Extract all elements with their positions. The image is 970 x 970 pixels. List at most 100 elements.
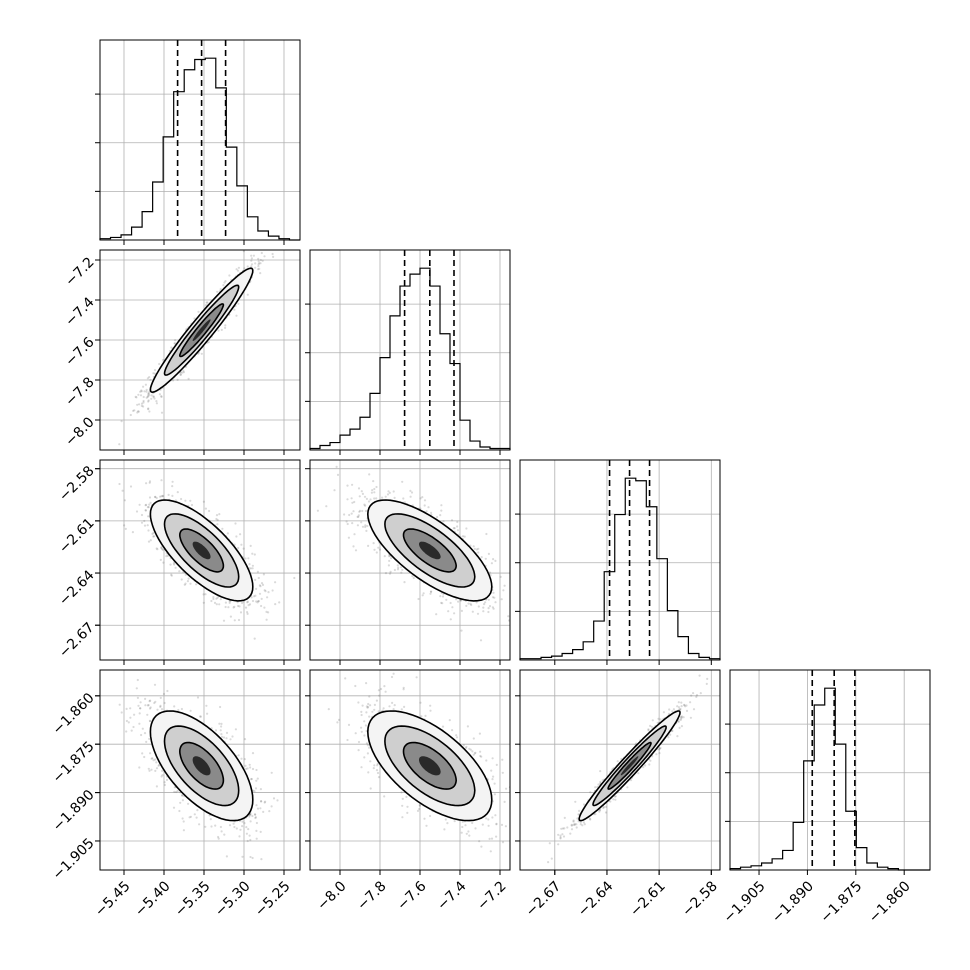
scatter-point bbox=[253, 813, 257, 816]
scatter-point bbox=[218, 722, 221, 725]
scatter-point bbox=[254, 816, 257, 819]
scatter-panel bbox=[95, 228, 301, 455]
scatter-point bbox=[239, 533, 242, 536]
scatter-point bbox=[235, 314, 238, 317]
scatter-point bbox=[257, 263, 260, 266]
scatter-point bbox=[253, 637, 256, 640]
scatter-point bbox=[492, 558, 495, 561]
scatter-panel bbox=[305, 459, 511, 665]
scatter-point bbox=[469, 602, 472, 606]
scatter-point bbox=[429, 592, 432, 595]
scatter-point bbox=[144, 504, 147, 507]
histogram bbox=[729, 687, 930, 871]
scatter-point bbox=[250, 254, 253, 257]
scatter-point bbox=[228, 601, 231, 605]
scatter-point bbox=[148, 481, 151, 484]
scatter-point bbox=[243, 738, 247, 741]
scatter-point bbox=[336, 473, 340, 476]
scatter-point bbox=[132, 725, 135, 729]
scatter-point bbox=[172, 562, 175, 565]
scatter-point bbox=[246, 601, 249, 604]
scatter-point bbox=[388, 491, 391, 494]
scatter-point bbox=[257, 257, 260, 260]
scatter-point bbox=[137, 410, 140, 413]
scatter-point bbox=[365, 497, 368, 500]
histogram-panel bbox=[305, 249, 511, 455]
scatter-point bbox=[202, 500, 205, 503]
scatter-point bbox=[357, 515, 360, 519]
scatter-point bbox=[439, 514, 442, 517]
scatter-point bbox=[234, 728, 237, 731]
scatter-point bbox=[135, 687, 138, 690]
scatter-point bbox=[145, 396, 148, 399]
scatter-point bbox=[136, 411, 139, 414]
scatter-point bbox=[388, 572, 392, 575]
scatter-point bbox=[250, 263, 254, 266]
histogram-panel bbox=[515, 459, 721, 665]
scatter-point bbox=[184, 582, 187, 585]
scatter-point bbox=[452, 527, 455, 530]
scatter-point bbox=[243, 267, 246, 270]
scatter-point bbox=[146, 395, 149, 398]
scatter-point bbox=[222, 284, 225, 287]
axes-frame bbox=[519, 459, 721, 661]
scatter-point bbox=[409, 489, 412, 492]
scatter-point bbox=[275, 244, 277, 246]
scatter-point bbox=[250, 596, 253, 599]
scatter-point bbox=[260, 582, 264, 585]
scatter-point bbox=[160, 395, 163, 398]
scatter-point bbox=[150, 768, 153, 771]
scatter-point bbox=[401, 480, 404, 483]
scatter-point bbox=[155, 400, 158, 403]
scatter-point bbox=[364, 504, 367, 507]
scatter-point bbox=[262, 573, 265, 576]
scatter-point bbox=[347, 536, 350, 539]
scatter-point bbox=[335, 465, 338, 468]
scatter-point bbox=[152, 759, 155, 762]
scatter-point bbox=[244, 606, 248, 609]
scatter-point bbox=[163, 783, 166, 787]
scatter-point bbox=[233, 308, 236, 311]
scatter-point bbox=[375, 497, 378, 500]
panel-content bbox=[118, 678, 279, 861]
scatter-point bbox=[135, 510, 139, 513]
scatter-point bbox=[246, 293, 249, 296]
scatter-point bbox=[134, 395, 137, 398]
scatter-point bbox=[223, 281, 226, 284]
scatter-point bbox=[435, 613, 438, 616]
scatter-point bbox=[138, 766, 141, 769]
scatter-point bbox=[493, 596, 496, 599]
scatter-point bbox=[152, 395, 155, 398]
scatter-point bbox=[316, 509, 319, 512]
scatter-point bbox=[140, 404, 143, 407]
scatter-point bbox=[487, 607, 490, 610]
scatter-point bbox=[173, 786, 176, 789]
scatter-point bbox=[256, 601, 259, 604]
scatter-point bbox=[184, 499, 187, 502]
scatter-point bbox=[246, 611, 249, 614]
scatter-point bbox=[259, 262, 262, 265]
scatter-point bbox=[249, 544, 252, 548]
scatter-point bbox=[441, 595, 445, 598]
scatter-point bbox=[271, 589, 274, 592]
scatter-point bbox=[218, 513, 221, 516]
scatter-point bbox=[217, 329, 220, 332]
scatter-point bbox=[278, 228, 280, 230]
scatter-point bbox=[159, 696, 162, 700]
axes-frame bbox=[309, 459, 511, 661]
scatter-point bbox=[202, 601, 205, 604]
scatter-point bbox=[490, 562, 493, 565]
scatter-point bbox=[375, 551, 378, 554]
scatter-point bbox=[492, 607, 495, 610]
scatter-point bbox=[213, 601, 217, 605]
scatter-point bbox=[143, 390, 146, 393]
scatter-panel bbox=[95, 669, 301, 875]
histogram bbox=[309, 267, 511, 450]
scatter-point bbox=[147, 408, 150, 411]
scatter-point bbox=[142, 399, 145, 403]
scatter-point bbox=[176, 378, 179, 381]
scatter-point bbox=[350, 497, 353, 500]
scatter-point bbox=[243, 822, 246, 825]
scatter-point bbox=[121, 489, 124, 492]
scatter-point bbox=[373, 487, 376, 491]
